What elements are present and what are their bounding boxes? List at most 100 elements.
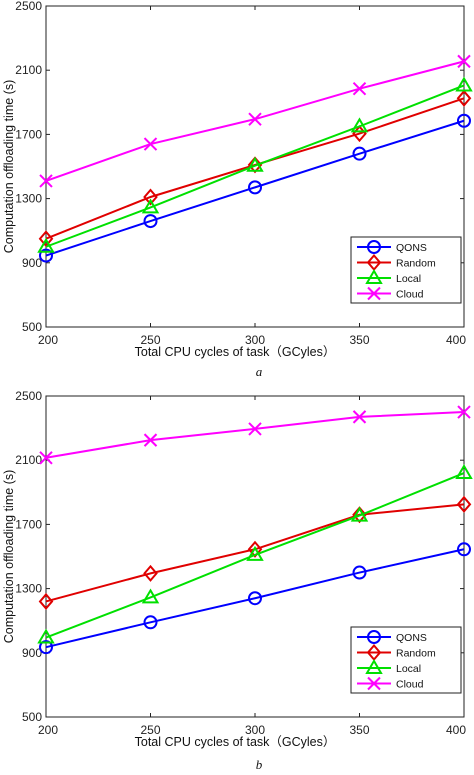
data-point-x-stroke: [367, 676, 381, 691]
data-point-x: [143, 137, 158, 151]
series-line: [45, 472, 465, 639]
x-tick-label: 250: [140, 723, 160, 737]
series-line: [45, 503, 465, 603]
x-tick-label: 350: [349, 333, 369, 347]
series-cloud: [39, 54, 471, 188]
data-point-triangle: [455, 464, 473, 480]
y-tick-label: 900: [22, 256, 42, 270]
y-tick-label: 2100: [15, 453, 42, 467]
data-point-x: [352, 81, 367, 96]
data-point-diamond: [456, 495, 472, 513]
data-point-circle: [352, 565, 367, 580]
x-axis-label: Total CPU cycles of task（GCyles）: [135, 345, 336, 359]
series-line: [45, 119, 465, 257]
x-tick-label: 400: [446, 723, 466, 737]
legend-label: Cloud: [396, 679, 424, 691]
panel-label: b: [256, 757, 263, 772]
data-point-triangle: [365, 269, 383, 284]
legend-label: Local: [396, 273, 421, 285]
data-point-circle: [143, 214, 158, 229]
data-point-triangle: [350, 117, 369, 133]
legend-label: Random: [396, 648, 436, 660]
data-point-triangle: [350, 506, 369, 522]
data-point-circle: [367, 630, 381, 644]
data-point-x: [248, 112, 262, 126]
data-point-x: [457, 405, 471, 419]
x-tick-label: 350: [349, 723, 369, 737]
data-point-x-stroke: [352, 81, 367, 96]
y-tick-label: 1300: [15, 192, 42, 206]
data-point-x-stroke: [39, 451, 53, 465]
x-tick-label: 400: [446, 333, 466, 347]
legend-entry-cloud: Cloud: [357, 676, 424, 691]
y-tick-label: 2500: [15, 0, 42, 13]
data-point-x: [457, 54, 471, 69]
data-point-circle: [248, 591, 262, 606]
data-point-x: [143, 433, 158, 447]
data-point-x-stroke: [143, 433, 158, 447]
data-point-triangle: [37, 237, 55, 253]
y-tick-label: 2500: [15, 389, 42, 403]
legend-entry-qons: QONS: [357, 630, 427, 644]
legend-label: Local: [396, 663, 421, 675]
data-point-x-stroke: [457, 405, 471, 419]
data-point-triangle: [246, 156, 264, 172]
data-point-circle: [143, 615, 158, 630]
legend-entry-local: Local: [357, 659, 421, 675]
data-point-x-stroke: [248, 422, 262, 436]
x-tick-label: 250: [140, 333, 160, 347]
data-point-triangle: [141, 588, 160, 604]
data-point-diamond: [143, 564, 158, 582]
data-point-x-stroke: [457, 54, 471, 69]
data-point-triangle: [141, 198, 160, 214]
data-point-x-stroke: [143, 137, 158, 151]
legend-entry-random: Random: [357, 253, 436, 272]
data-point-triangle: [455, 76, 473, 92]
series-qons: [39, 542, 471, 655]
chart-panel-a: 200 250 300 350 400 500 900 1300 1700 2100 2500 Tot…: [2, 0, 473, 379]
legend-label: QONS: [396, 632, 427, 644]
data-point-diamond: [143, 188, 158, 206]
y-tick-label: 500: [22, 320, 42, 334]
legend-entry-local: Local: [357, 269, 421, 285]
data-point-diamond: [456, 89, 472, 107]
data-point-diamond: [352, 506, 367, 524]
x-tick-label: 200: [38, 723, 58, 737]
series-line: [45, 84, 465, 248]
chart-panel-b: 200 250 300 350 400 500 900 1300 1700 2100 2500 Tot…: [2, 389, 473, 772]
x-tick-label: 300: [245, 333, 265, 347]
x-axis-label: Total CPU cycles of task（GCyles）: [135, 735, 336, 749]
data-point-circle: [367, 240, 381, 254]
legend-label: Cloud: [396, 289, 424, 301]
data-point-x-stroke: [352, 410, 367, 424]
data-point-x-stroke: [39, 174, 53, 188]
data-point-triangle: [246, 545, 264, 561]
x-tick-label: 300: [245, 723, 265, 737]
data-point-circle: [39, 248, 53, 263]
data-point-x: [39, 174, 53, 188]
series-local: [37, 464, 473, 644]
series-local: [37, 76, 473, 253]
legend: QONS Random Local Cloud: [350, 236, 462, 304]
data-point-circle: [248, 180, 262, 195]
data-point-x-stroke: [248, 112, 262, 126]
data-point-circle: [457, 542, 471, 557]
y-tick-label: 500: [22, 710, 42, 724]
series-line: [45, 411, 465, 459]
x-tick-label: 200: [38, 333, 58, 347]
data-point-x: [248, 422, 262, 436]
series-random: [38, 89, 472, 248]
data-point-x: [352, 410, 367, 424]
data-point-diamond: [247, 156, 263, 174]
legend-label: QONS: [396, 242, 427, 254]
data-point-x: [39, 451, 53, 465]
y-tick-label: 2100: [15, 63, 42, 77]
data-point-circle: [39, 640, 53, 655]
data-point-circle: [352, 146, 367, 161]
data-point-triangle: [37, 628, 55, 644]
legend-entry-qons: QONS: [357, 240, 427, 254]
y-axis-label: Computation offloading time (s): [2, 470, 16, 643]
series-cloud: [39, 405, 471, 465]
